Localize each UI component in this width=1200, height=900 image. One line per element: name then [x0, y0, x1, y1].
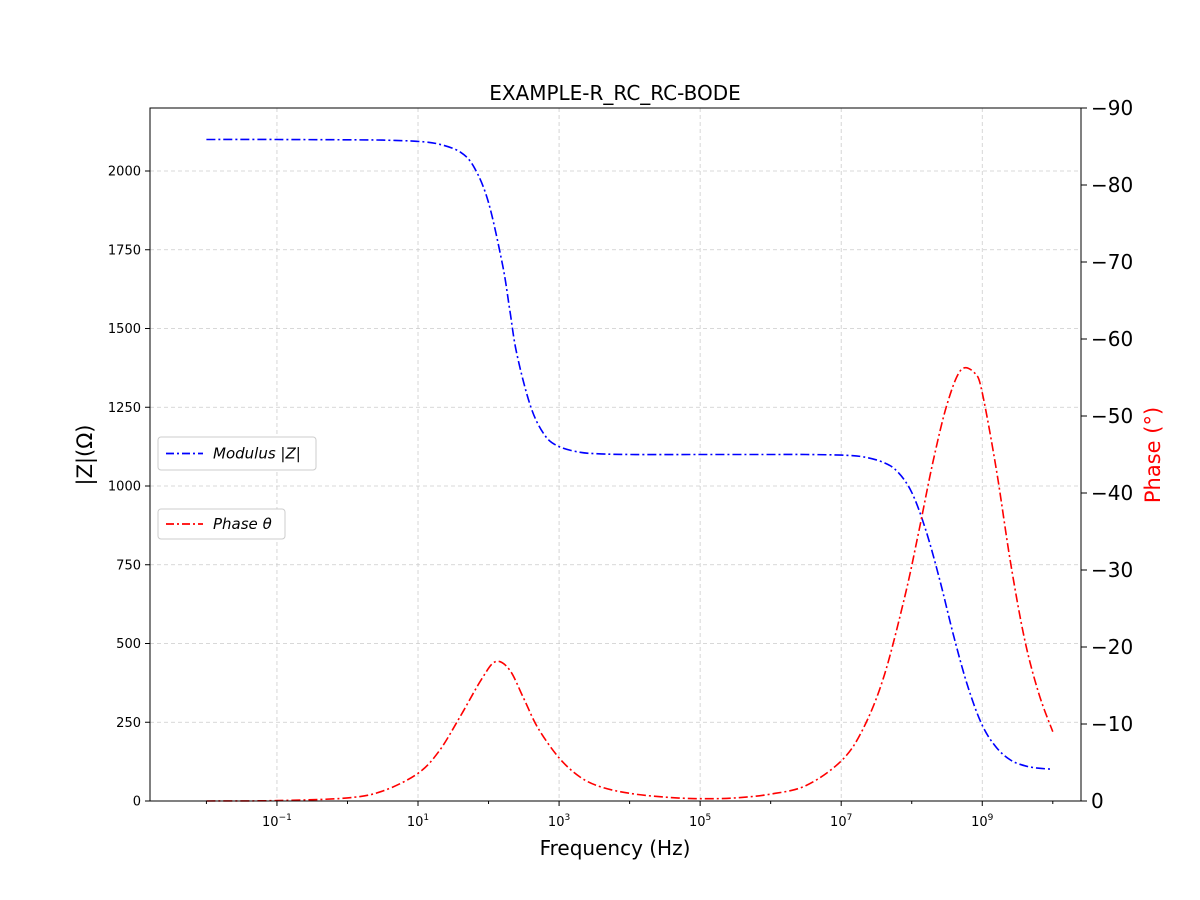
y-left-tick-label: 500 [116, 637, 141, 652]
legend-label: Phase θ [213, 515, 272, 533]
y-right-tick-label: −80 [1091, 173, 1133, 197]
x-tick-base: 10 [407, 815, 424, 830]
x-tick-exponent: 5 [706, 813, 712, 823]
y-left-tick-label: 2000 [108, 165, 141, 180]
x-tick-exponent: −1 [279, 813, 292, 823]
y-left-tick-label: 1500 [108, 322, 141, 337]
legend-label-math: θ [263, 515, 272, 533]
x-tick-exponent: 3 [564, 813, 570, 823]
phase-series-line [206, 366, 1054, 802]
legend-entry-modulus: Modulus |Z| [157, 436, 317, 471]
x-tick-label: 103 [548, 813, 570, 830]
chart-title: EXAMPLE-R_RC_RC-BODE [489, 81, 741, 105]
x-tick-exponent: 9 [988, 813, 994, 823]
x-tick-label: 101 [407, 813, 429, 830]
axes-frame [149, 107, 1082, 802]
y-right-tick-label: −40 [1091, 481, 1133, 505]
legend-box [157, 436, 317, 471]
legend-entry-phase: Phase θ [157, 508, 286, 540]
y-left-tick-label: 1750 [108, 243, 141, 258]
y-right-tick-label: 0 [1091, 789, 1104, 813]
y-right-tick-label: −50 [1091, 404, 1133, 428]
modulus-series-line [206, 138, 1053, 770]
y-axis-right-label: Phase (°) [1141, 407, 1165, 503]
x-axis-label: Frequency (Hz) [540, 836, 691, 860]
legend-label-math: |Z| [280, 445, 300, 463]
legend-label-text: Phase [213, 515, 263, 533]
legend-label-text: Modulus [213, 445, 280, 463]
legend-label: Modulus |Z| [213, 445, 301, 463]
x-tick-base: 10 [971, 815, 988, 830]
ticks: 10−1 101 103 105 107 109025050075010001250150… [108, 96, 1133, 830]
y-right-tick-label: −70 [1091, 250, 1133, 274]
y-left-tick-label: 1000 [108, 480, 141, 495]
x-tick-label: 107 [830, 813, 852, 830]
x-tick-exponent: 7 [847, 813, 853, 823]
x-tick-base: 10 [689, 815, 706, 830]
y-right-tick-label: −90 [1091, 96, 1133, 120]
y-right-tick-label: −20 [1091, 635, 1133, 659]
legend: Modulus |Z| Phase θ [157, 436, 317, 540]
y-left-tick-label: 1250 [108, 401, 141, 416]
x-tick-label: 105 [689, 813, 711, 830]
series-lines [206, 138, 1054, 802]
y-right-tick-label: −10 [1091, 712, 1133, 736]
y-left-tick-label: 250 [116, 716, 141, 731]
x-tick-exponent: 1 [423, 813, 429, 823]
x-tick-label: 109 [971, 813, 994, 830]
y-right-tick-label: −30 [1091, 558, 1133, 582]
legend-box [157, 508, 286, 540]
x-tick-label: 10−1 [262, 813, 292, 830]
x-tick-base: 10 [830, 815, 847, 830]
y-left-tick-label: 0 [133, 795, 141, 810]
y-right-tick-label: −60 [1091, 327, 1133, 351]
y-left-tick-label: 750 [116, 558, 141, 573]
x-tick-base: 10 [262, 815, 279, 830]
x-tick-base: 10 [548, 815, 565, 830]
y-axis-left-label: |Z|(Ω) [73, 425, 98, 486]
